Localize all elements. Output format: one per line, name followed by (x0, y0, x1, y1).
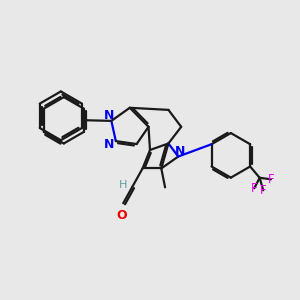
Text: F: F (260, 184, 266, 197)
Text: F: F (268, 173, 274, 186)
Text: N: N (175, 145, 185, 158)
Text: O: O (116, 208, 127, 222)
Text: N: N (104, 138, 115, 151)
Text: H: H (118, 180, 127, 190)
Text: F: F (251, 182, 258, 195)
Text: N: N (104, 109, 114, 122)
